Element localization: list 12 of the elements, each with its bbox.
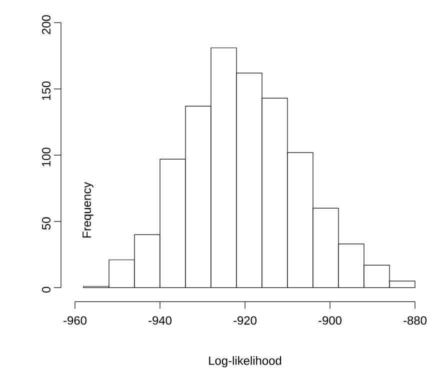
x-tick-label: -940 [148, 316, 172, 325]
x-tick-label: -880 [404, 316, 426, 325]
y-tick-label: 100 [42, 148, 50, 166]
y-axis-title: Frequency [82, 182, 94, 238]
y-tick-label: 0 [42, 286, 50, 293]
y-tick-label: 200 [42, 15, 50, 34]
x-axis-title: Log-likelihood [209, 356, 282, 368]
x-tick-label: -900 [318, 316, 342, 325]
y-tick-label: 50 [42, 217, 50, 230]
x-tick-label: -920 [234, 316, 256, 325]
x-tick-label: -960 [64, 316, 86, 325]
y-tick-label: 150 [42, 81, 50, 100]
